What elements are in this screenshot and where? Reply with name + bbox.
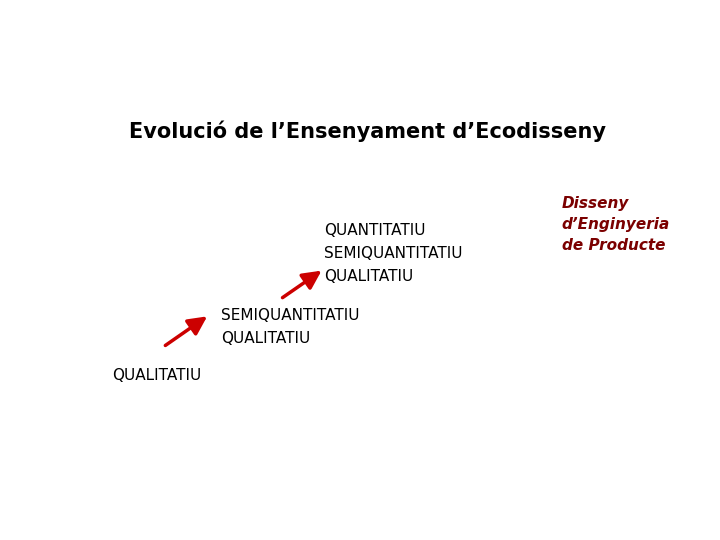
Text: QUALITATIU: QUALITATIU xyxy=(324,268,413,284)
Text: SEMIQUANTITATIU: SEMIQUANTITATIU xyxy=(324,246,463,261)
Text: QUANTITATIU: QUANTITATIU xyxy=(324,223,426,238)
Text: QUALITATIU: QUALITATIU xyxy=(112,368,202,383)
Text: Disseny
d’Enginyeria
de Producte: Disseny d’Enginyeria de Producte xyxy=(562,196,670,253)
Text: Evolució de l’Ensenyament d’Ecodisseny: Evolució de l’Ensenyament d’Ecodisseny xyxy=(129,121,606,143)
Text: SEMIQUANTITATIU: SEMIQUANTITATIU xyxy=(221,308,359,323)
Text: QUALITATIU: QUALITATIU xyxy=(221,331,310,346)
